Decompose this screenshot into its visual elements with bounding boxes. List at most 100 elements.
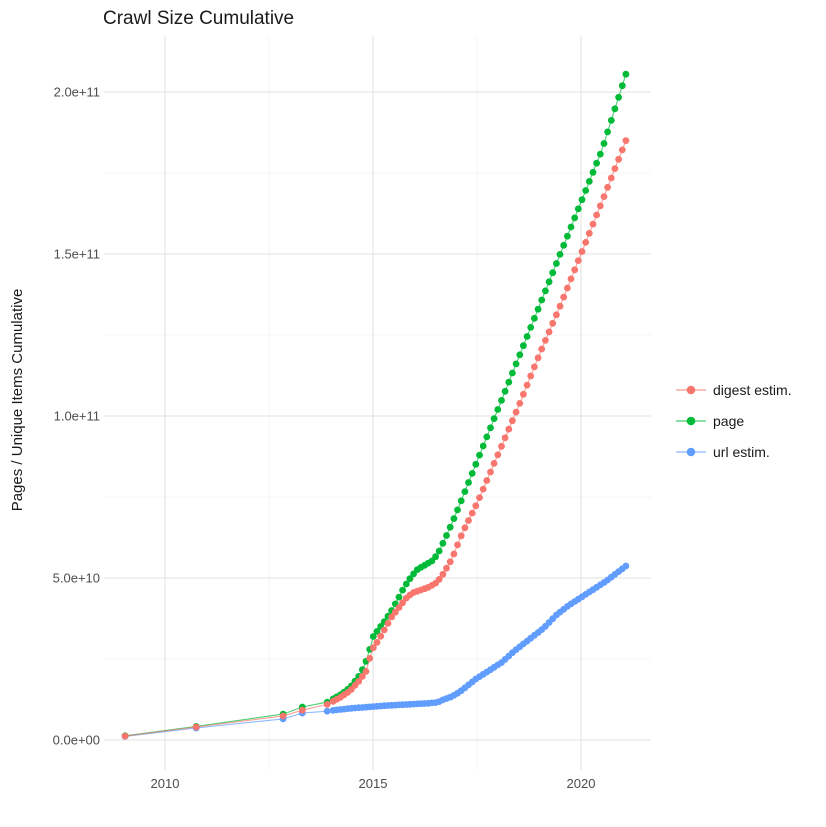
data-point (585, 178, 593, 185)
data-point (596, 150, 604, 158)
legend-item: page (676, 413, 744, 429)
y-tick-label: 5.0e+10 (53, 571, 100, 586)
x-tick-label: 2010 (151, 776, 180, 791)
gridlines-minor (104, 36, 651, 770)
data-point (545, 278, 553, 286)
x-tick-label: 2015 (359, 776, 388, 791)
chart-title: Crawl Size Cumulative (103, 8, 294, 29)
data-point (359, 673, 366, 680)
data-point (377, 632, 385, 640)
data-point (523, 381, 531, 389)
data-point (553, 311, 560, 319)
data-point (384, 620, 392, 627)
data-point (391, 608, 399, 616)
data-point (520, 342, 527, 350)
data-point (192, 723, 200, 731)
data-point (516, 400, 524, 407)
data-point (472, 460, 480, 468)
legend-key-dot (686, 416, 696, 426)
data-point (553, 260, 560, 267)
data-point (323, 701, 331, 708)
legend: digest estim. page url estim. (676, 382, 792, 460)
data-point (564, 284, 571, 292)
data-point (618, 146, 626, 154)
data-point (450, 550, 458, 558)
data-point (571, 266, 579, 274)
data-point (380, 626, 388, 634)
data-point (560, 293, 568, 301)
data-point (534, 354, 542, 362)
data-point (443, 532, 450, 539)
y-tick-label: 2.0e+11 (54, 85, 100, 100)
data-point (395, 604, 403, 611)
data-point (542, 287, 549, 295)
data-point (567, 223, 575, 231)
data-point (615, 93, 622, 101)
data-point (366, 655, 374, 662)
legend-label: digest estim. (713, 382, 792, 398)
data-point (534, 305, 542, 313)
data-point (472, 502, 480, 510)
data-point (395, 593, 403, 601)
data-point (501, 387, 509, 395)
data-point (369, 644, 377, 652)
data-point (527, 324, 535, 331)
data-point (505, 425, 513, 433)
data-point (468, 509, 476, 517)
data-point (446, 558, 454, 566)
legend-item: digest estim. (676, 382, 792, 398)
x-tick-label: 2020 (567, 776, 596, 791)
data-point (439, 539, 447, 547)
data-point (556, 302, 564, 310)
data-point (600, 140, 608, 147)
data-point (465, 517, 472, 524)
series-layer (121, 70, 630, 740)
data-point (501, 434, 509, 442)
data-point (607, 117, 615, 124)
data-point (454, 541, 461, 549)
data-point (490, 415, 498, 422)
data-point (607, 174, 615, 182)
data-point (498, 442, 505, 450)
data-point (542, 337, 549, 344)
data-point (279, 712, 287, 720)
axis-tick-labels: 0.0e+00 5.0e+10 1.0e+11 1.5e+11 2.0e+11 2010 2… (53, 85, 596, 792)
data-point (578, 248, 586, 255)
data-point (549, 269, 557, 277)
data-point (121, 732, 129, 740)
data-point (578, 196, 586, 204)
data-point (498, 397, 505, 404)
data-point (527, 372, 535, 380)
data-point (589, 168, 597, 176)
data-point (593, 159, 600, 167)
legend-label: url estim. (713, 444, 770, 460)
data-point (596, 202, 604, 210)
data-point (362, 668, 370, 675)
data-point (402, 580, 410, 588)
data-point (622, 137, 630, 145)
data-point (622, 70, 630, 78)
data-point (567, 275, 575, 283)
data-point (564, 232, 571, 240)
data-point (538, 345, 546, 353)
data-point (574, 257, 582, 264)
data-point (622, 562, 630, 570)
data-point (323, 707, 331, 715)
data-point (490, 460, 498, 467)
data-point (487, 468, 494, 476)
data-point (611, 105, 619, 113)
data-point (571, 214, 579, 222)
data-point (618, 82, 626, 90)
data-point (468, 470, 476, 477)
data-point (589, 220, 597, 228)
data-point (494, 451, 502, 459)
data-point (446, 523, 454, 531)
data-point (549, 319, 557, 327)
data-point (494, 406, 502, 413)
data-point (476, 451, 483, 459)
data-point (435, 576, 443, 583)
data-point (432, 553, 439, 561)
data-point (604, 128, 611, 136)
data-point (523, 333, 531, 340)
legend-key-dot (686, 385, 696, 395)
